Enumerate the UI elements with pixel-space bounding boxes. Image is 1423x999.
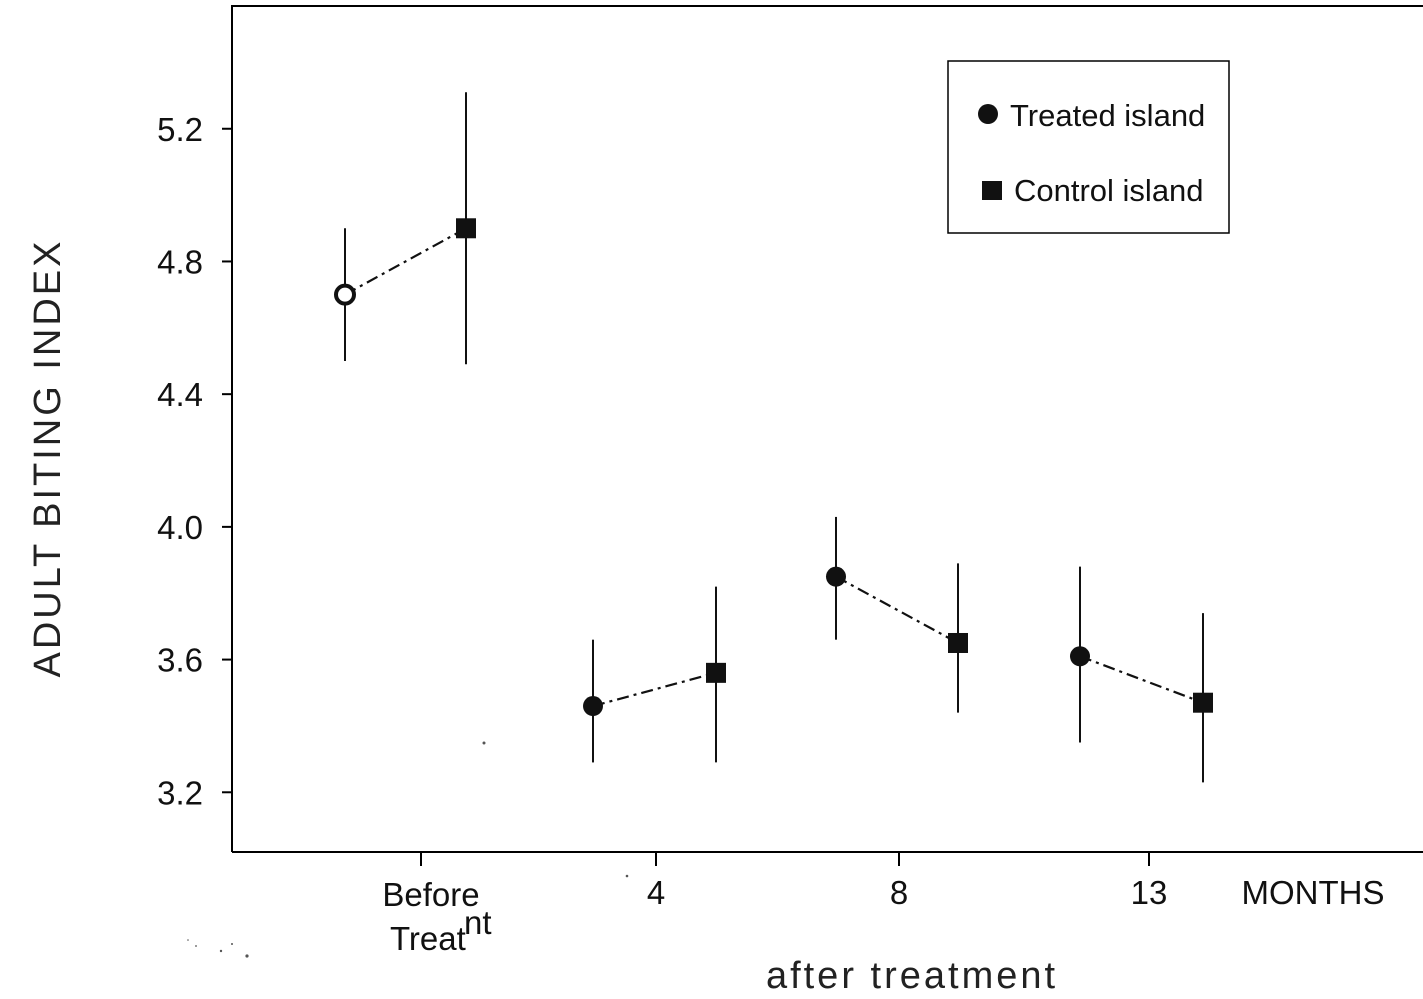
connector-line xyxy=(1079,655,1204,704)
legend-label-control: Control island xyxy=(1014,173,1204,208)
data-point-control xyxy=(706,662,726,683)
y-tick-label: 4.8 xyxy=(157,243,203,280)
data-point-treated xyxy=(1070,646,1090,667)
scan-noise xyxy=(187,741,629,958)
legend-box xyxy=(947,60,1230,234)
x-tick-label: Treat xyxy=(390,920,466,957)
connector-line xyxy=(344,227,467,296)
y-axis-ticks: 3.2 3.6 4.0 4.4 4.8 5.2 xyxy=(157,111,232,811)
legend: Treated island Control island xyxy=(947,60,1230,234)
y-tick-label: 5.2 xyxy=(157,111,203,148)
legend-circle-marker xyxy=(978,104,998,124)
data-point-control xyxy=(948,632,968,653)
series-layer xyxy=(334,92,1213,783)
data-point-treated xyxy=(334,283,356,306)
x-tick-label: 8 xyxy=(890,874,908,911)
y-tick-label: 4.4 xyxy=(157,376,203,413)
y-tick-label: 4.0 xyxy=(157,509,203,546)
legend-square-marker xyxy=(982,181,1002,200)
data-point-treated xyxy=(826,566,846,587)
connector-line xyxy=(835,575,959,644)
y-axis-label: ADULT BITING INDEX xyxy=(27,239,69,678)
data-point-control xyxy=(1193,692,1213,713)
plot-frame xyxy=(231,5,1423,852)
x-axis-unit-label: MONTHS xyxy=(1242,874,1385,911)
x-tick-label: 13 xyxy=(1131,874,1168,911)
y-tick-label: 3.6 xyxy=(157,642,203,679)
x-axis-label: after treatment xyxy=(766,955,1058,997)
x-tick-label-superscript: nt xyxy=(464,904,492,941)
legend-label-treated: Treated island xyxy=(1010,98,1205,133)
data-point-control xyxy=(456,218,476,239)
data-point-treated xyxy=(583,696,603,717)
x-tick-label: Before xyxy=(382,876,479,913)
y-tick-label: 3.2 xyxy=(157,774,203,811)
x-tick-label: 4 xyxy=(647,874,665,911)
connector-line xyxy=(592,671,717,708)
